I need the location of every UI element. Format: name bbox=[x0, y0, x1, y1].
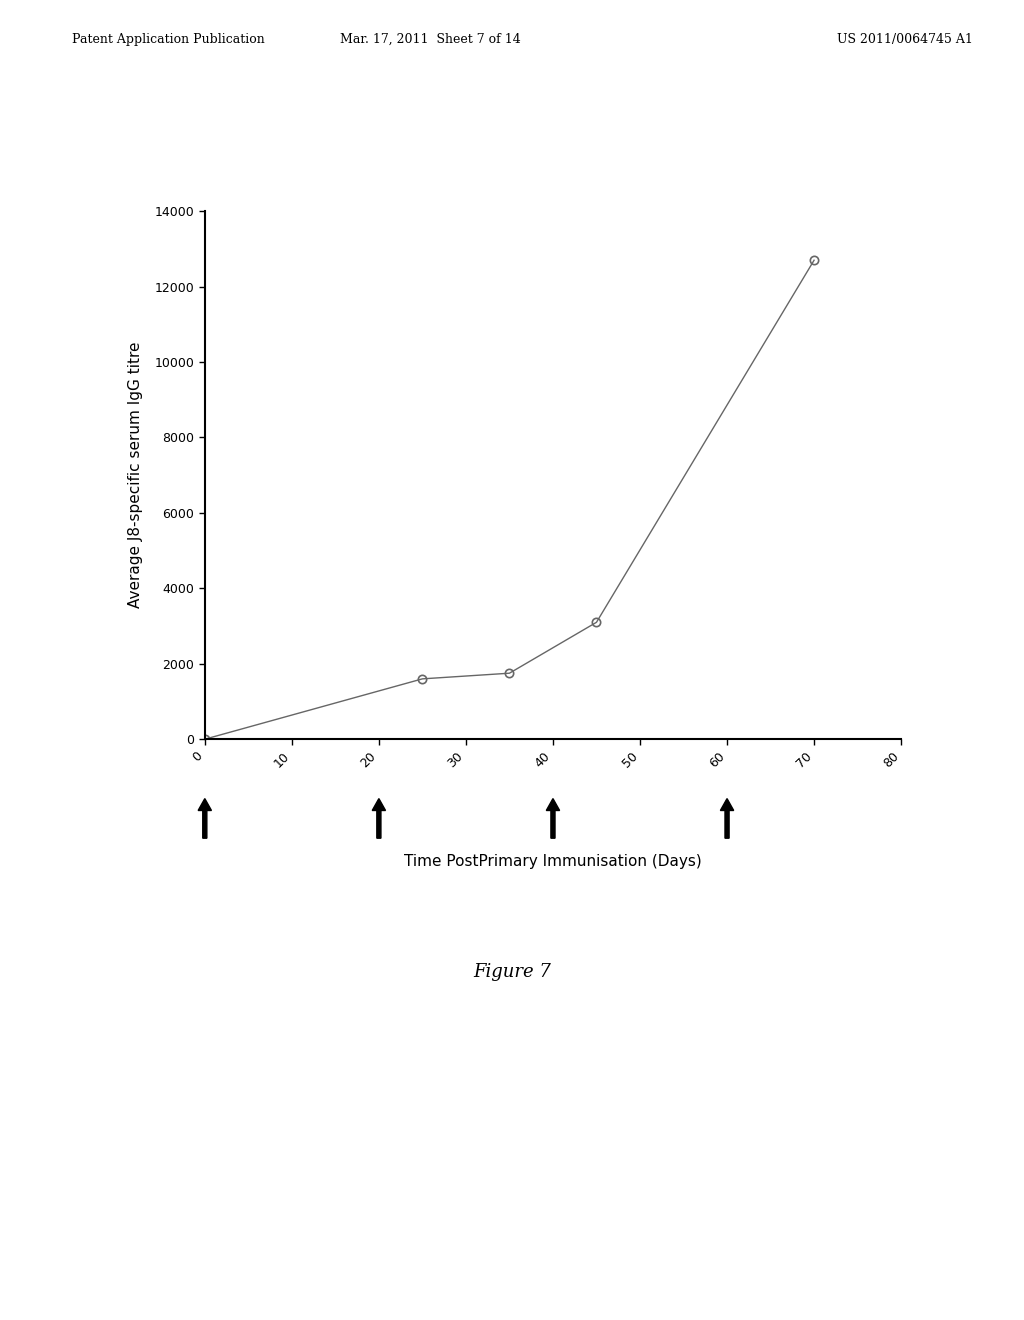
Text: Mar. 17, 2011  Sheet 7 of 14: Mar. 17, 2011 Sheet 7 of 14 bbox=[340, 33, 520, 46]
Text: Patent Application Publication: Patent Application Publication bbox=[72, 33, 264, 46]
Text: Figure 7: Figure 7 bbox=[473, 962, 551, 981]
Y-axis label: Average J8-specific serum IgG titre: Average J8-specific serum IgG titre bbox=[128, 342, 143, 609]
Text: US 2011/0064745 A1: US 2011/0064745 A1 bbox=[837, 33, 973, 46]
Text: Time PostPrimary Immunisation (Days): Time PostPrimary Immunisation (Days) bbox=[404, 854, 701, 869]
